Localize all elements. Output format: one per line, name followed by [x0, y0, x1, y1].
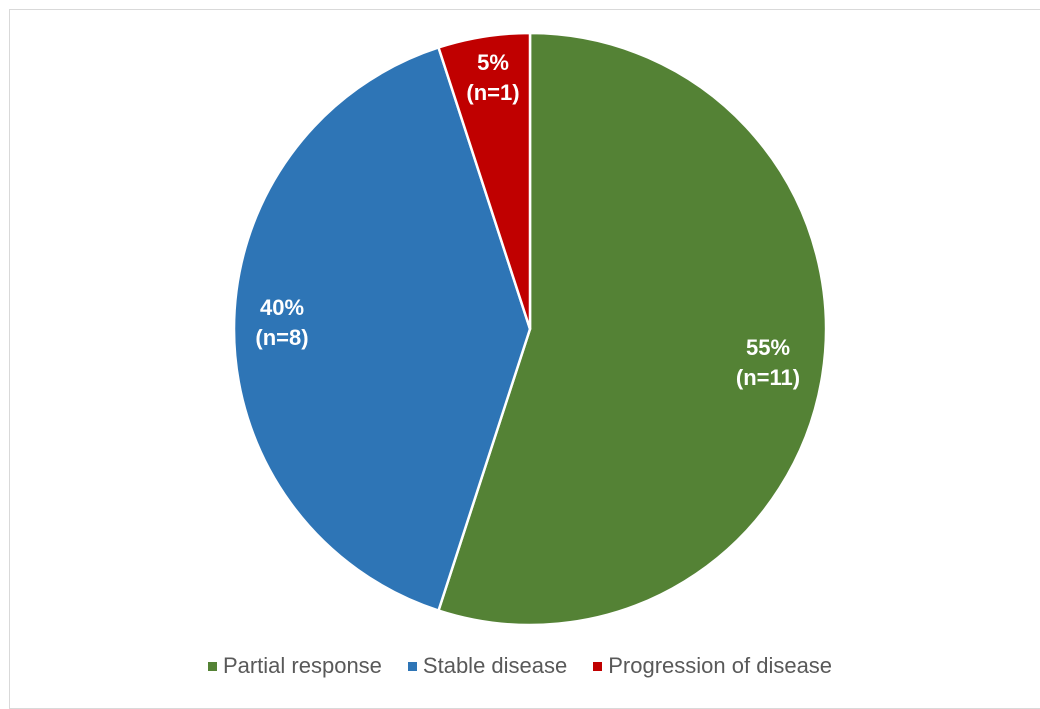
- legend-swatch: [593, 661, 603, 671]
- data-label-percent: 55%: [746, 335, 790, 360]
- pie-slice-stable-disease: [232, 46, 532, 612]
- legend-swatch: [207, 661, 217, 671]
- data-label-partial-response: 55% (n=11): [736, 335, 800, 390]
- legend-item-partial-response: Partial response: [207, 653, 382, 679]
- data-label-count: (n=8): [255, 325, 308, 350]
- legend-item-stable-disease: Stable disease: [407, 653, 568, 679]
- legend-swatch: [407, 661, 417, 671]
- pie-slice-progression-of-disease: [437, 31, 532, 331]
- pie-data-labels: 55% (n=11) 40% (n=8) 5% (n=1): [255, 50, 800, 390]
- legend-label: Progression of disease: [608, 653, 833, 678]
- data-label-stable-disease: 40% (n=8): [255, 295, 308, 350]
- pie-slices: [232, 31, 828, 627]
- pie-slice-partial-response: [437, 31, 828, 627]
- data-label-count: (n=11): [736, 365, 800, 390]
- legend-item-progression-of-disease: Progression of disease: [593, 653, 832, 679]
- legend-label: Partial response: [222, 653, 382, 678]
- data-label-percent: 40%: [260, 295, 304, 320]
- data-label-percent: 5%: [477, 50, 509, 75]
- legend-label: Stable disease: [422, 653, 568, 678]
- data-label-progression-of-disease: 5% (n=1): [466, 50, 519, 105]
- data-label-count: (n=1): [466, 80, 519, 105]
- legend: Partial response Stable disease Progressio…: [0, 651, 1040, 681]
